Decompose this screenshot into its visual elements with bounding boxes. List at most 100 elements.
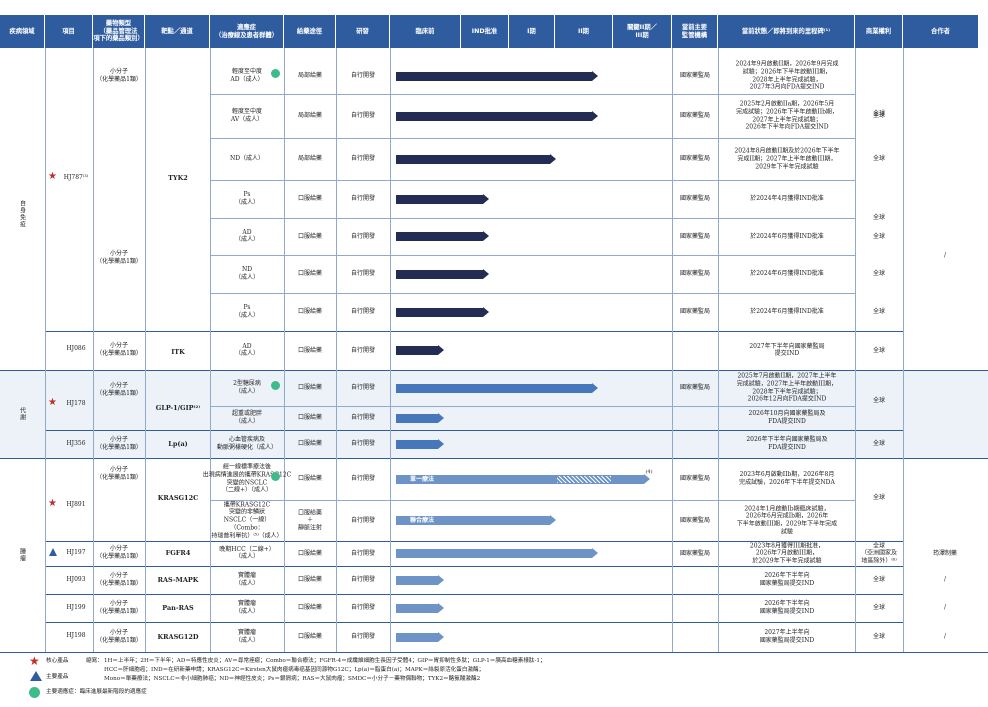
legend-star-icon: ★ bbox=[29, 654, 40, 668]
column-divider bbox=[718, 48, 719, 652]
core-product-star-icon: ★ bbox=[48, 171, 57, 182]
header-cell: 當前狀態／即將到來的里程碑⁽¹⁾ bbox=[718, 15, 855, 48]
pipeline-bar-body bbox=[396, 269, 483, 279]
status: 2025年7月啟動II期，2027年上半年 完成試驗，2027年上半年啟動III… bbox=[736, 372, 838, 403]
status: 2026年下半年向國家藥監局及 FDA提交IND bbox=[746, 436, 828, 451]
commercial-rights: 全球 bbox=[872, 232, 886, 240]
status: 2026年10月向國家藥監局及 FDA提交IND bbox=[748, 410, 826, 425]
row-divider bbox=[45, 541, 903, 542]
header-cell: 商業權利 bbox=[855, 15, 903, 48]
status: 2023年6月啟動IIb期，2026年8月 完成試驗，2026年下半年提交NDA bbox=[739, 471, 835, 486]
commercial-rights: 全球 bbox=[872, 604, 886, 612]
pipeline-bar-body bbox=[396, 232, 483, 241]
column-divider bbox=[903, 48, 904, 652]
pipeline-bar-arrow bbox=[483, 306, 489, 317]
route: 口服給藥 bbox=[297, 232, 323, 240]
pipeline-bar-body bbox=[396, 71, 592, 81]
indication: Ps （成人） bbox=[234, 191, 260, 206]
regulator: 國家藥監局 bbox=[679, 72, 711, 80]
target: ITK bbox=[171, 347, 185, 356]
indication: ND （成人） bbox=[234, 266, 260, 281]
pipeline-bar-label: 聯合療法 bbox=[410, 517, 435, 524]
commercial-rights: 全球 bbox=[872, 270, 886, 278]
row-divider bbox=[45, 566, 903, 567]
bar-footnote: (4) bbox=[645, 468, 653, 475]
rd-mode: 自行開發 bbox=[350, 414, 376, 422]
rd-mode: 自行開發 bbox=[350, 112, 376, 120]
row-divider bbox=[210, 500, 855, 501]
target: Pan-RAS bbox=[162, 603, 194, 612]
drug-type: 小分子 （化學藥品1類） bbox=[96, 466, 142, 481]
project-name: HJ787⁽³⁾ bbox=[63, 174, 89, 182]
project-name: HJ199 bbox=[66, 604, 86, 612]
indication: 超重或肥胖 （成人） bbox=[231, 410, 263, 425]
project-name: HJ356 bbox=[66, 440, 86, 448]
table-bottom bbox=[0, 652, 988, 653]
project-name: HJ093 bbox=[66, 576, 86, 584]
pipeline-bar bbox=[396, 153, 556, 164]
pipeline-bar-arrow bbox=[550, 153, 556, 164]
pipeline-bar bbox=[396, 110, 598, 121]
pipeline-bar-arrow bbox=[438, 631, 444, 642]
route: 口服給藥 bbox=[297, 475, 323, 483]
header-cell: 研發 bbox=[336, 15, 390, 48]
commercial-rights: 全球 bbox=[872, 633, 886, 641]
header-cell: 疾病領域 bbox=[0, 15, 45, 48]
pipeline-bar-arrow bbox=[592, 70, 598, 81]
legend-core-label: 核心產品 bbox=[46, 658, 69, 664]
pipeline-bar-body bbox=[396, 632, 438, 642]
commercial-rights: 全球 bbox=[872, 346, 886, 354]
legend-green-label: 主要適應症：臨床進展最新階段的適應症 bbox=[46, 689, 147, 695]
route: 口服給藥 bbox=[297, 440, 323, 448]
commercial-rights: 全球 bbox=[872, 494, 886, 502]
row-divider bbox=[0, 370, 988, 371]
regulator: 國家藥監局 bbox=[679, 112, 711, 120]
status: 2025年2月啟動IIa期，2026年5月 完成試驗；2026年下半年啟動IIb… bbox=[736, 100, 838, 131]
route: 口服給藥 bbox=[297, 346, 323, 354]
pipeline-bar-body bbox=[396, 307, 483, 317]
route: 口服給藥 bbox=[297, 384, 323, 392]
legend-triangle-icon bbox=[30, 671, 42, 681]
route: 局部給藥 bbox=[297, 112, 323, 120]
column-divider bbox=[672, 48, 673, 652]
partner: / bbox=[943, 252, 947, 260]
core-product-star-icon: ★ bbox=[48, 397, 57, 408]
target: Lp(a) bbox=[168, 439, 188, 448]
status: 於2024年6月獲得IND批准 bbox=[750, 270, 824, 278]
status: 2026年下半年向 國家藥監局提交IND bbox=[759, 600, 815, 615]
row-divider bbox=[45, 430, 903, 431]
regulator: 國家藥監局 bbox=[679, 475, 711, 483]
indication: 2型糖尿病 （成人） bbox=[233, 380, 261, 395]
target: KRASG12D bbox=[157, 632, 199, 641]
route: 口服給藥 bbox=[297, 308, 323, 316]
status: 2027年上半年向 國家藥監局提交IND bbox=[759, 629, 815, 644]
header-cell: 給藥途徑 bbox=[284, 15, 336, 48]
pipeline-bar: 聯合療法 bbox=[396, 515, 556, 525]
key-indication-dot bbox=[271, 381, 280, 390]
regulator: 國家藥監局 bbox=[679, 549, 711, 557]
commercial-rights: 全球 bbox=[872, 440, 886, 448]
area-label-metabolic: 代謝 bbox=[18, 407, 26, 421]
regulator: 國家藥監局 bbox=[679, 270, 711, 278]
pipeline-bar bbox=[396, 382, 598, 393]
rd-mode: 自行開發 bbox=[350, 440, 376, 448]
indication: 實體瘤 （成人） bbox=[234, 572, 260, 587]
pipeline-bar-body bbox=[396, 474, 644, 484]
status: 2024年1月啟動Ib期臨床試驗， 2026年6月完成Ib期，2026年 下半年… bbox=[736, 504, 838, 536]
row-divider bbox=[210, 94, 855, 95]
indication: ND（成人） bbox=[229, 155, 265, 163]
legend-green-dot bbox=[29, 687, 40, 698]
project-name: HJ086 bbox=[66, 345, 86, 353]
status: 2024年8月啟動II期及於2026年下半年 完成II期；2027年上半年啟動I… bbox=[734, 147, 840, 170]
status: 於2024年4月獲得IND批准 bbox=[750, 195, 824, 203]
route: 口服給藥 bbox=[297, 633, 323, 641]
project-name: HJ891 bbox=[66, 501, 86, 509]
rd-mode: 自行開發 bbox=[350, 604, 376, 612]
pipeline-bar-arrow bbox=[483, 268, 489, 279]
status: 2027年下半年向國家藥監局 提交IND bbox=[749, 342, 825, 358]
drug-type: 小分子 （化學藥品1類） bbox=[96, 600, 142, 615]
header-cell: I期 bbox=[509, 15, 555, 48]
regulator: 國家藥監局 bbox=[679, 195, 711, 203]
target: KRASG12C bbox=[157, 493, 199, 502]
pipeline-bar-arrow bbox=[438, 574, 444, 585]
